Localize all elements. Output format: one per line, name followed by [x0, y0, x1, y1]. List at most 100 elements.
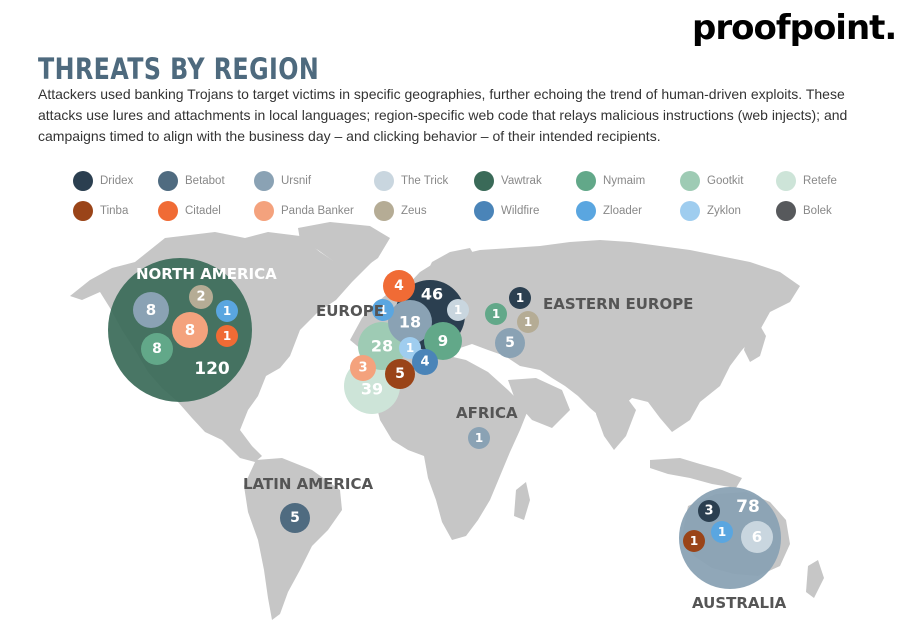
continent-indonesia — [650, 458, 742, 488]
bubble-label: 8 — [185, 321, 195, 339]
bubble-label: 5 — [290, 510, 300, 526]
legend-label: Zyklon — [707, 205, 741, 217]
legend-label: Retefe — [803, 175, 837, 187]
region-north-america: 120 8 2 1 8 1 8 NORTH AMERICA — [108, 258, 277, 402]
bubble-label: 1 — [516, 291, 524, 305]
legend-item-tinba: Tinba — [73, 201, 128, 221]
legend-label: Ursnif — [281, 175, 312, 187]
region-australia: 78 3 1 1 6 AUSTRALIA — [679, 487, 787, 612]
legend-item-dridex: Dridex — [73, 171, 133, 191]
bubble — [485, 303, 507, 325]
bubble-label: 1 — [475, 431, 483, 445]
region-label: AFRICA — [456, 404, 518, 422]
legend-item-retefe: Retefe — [776, 171, 837, 191]
legend-label: Vawtrak — [501, 175, 542, 187]
legend-label: Nymaim — [603, 175, 646, 187]
legend-item-bolek: Bolek — [776, 201, 832, 221]
legend-swatch — [776, 201, 796, 221]
continent-japan — [744, 322, 766, 362]
bubble-label: 1 — [223, 304, 231, 318]
bubble-label: 46 — [421, 285, 443, 304]
bubble — [711, 521, 733, 543]
region-eastern-europe: 1 1 1 5 EASTERN EUROPE — [485, 287, 693, 358]
legend-label: Wildfire — [501, 205, 540, 217]
region-label: LATIN AMERICA — [243, 475, 374, 493]
legend-item-nymaim: Nymaim — [576, 171, 645, 191]
bubble — [216, 325, 238, 347]
bubble — [424, 322, 462, 360]
legend-swatch — [680, 171, 700, 191]
legend-item-wildfire: Wildfire — [474, 201, 539, 221]
bubble — [133, 292, 169, 328]
legend-label: Zeus — [401, 205, 427, 217]
region-label: NORTH AMERICA — [136, 265, 277, 283]
bubble-label: 1 — [379, 303, 387, 317]
bubble — [372, 299, 394, 321]
bubble-label: 3 — [358, 361, 367, 376]
legend-swatch — [680, 201, 700, 221]
bubble — [189, 285, 213, 309]
bubble-label: 5 — [395, 366, 405, 382]
bubble — [517, 311, 539, 333]
bubble-label: 1 — [454, 303, 462, 317]
bubble-label: 5 — [505, 335, 515, 351]
legend-swatch — [254, 201, 274, 221]
legend-item-gootkit: Gootkit — [680, 171, 743, 191]
bubble-label: 18 — [399, 313, 421, 332]
legend-label: The Trick — [401, 175, 449, 187]
legend-label: Gootkit — [707, 175, 744, 187]
continent-south-america — [244, 458, 342, 620]
continent-madagascar — [514, 482, 530, 520]
proofpoint-logo: proofpoint. — [692, 8, 897, 48]
bubble — [412, 349, 438, 375]
bubble-label: 1 — [223, 329, 231, 343]
legend-item-vawtrak: Vawtrak — [474, 171, 542, 191]
legend-label: Zloader — [603, 205, 642, 217]
legend-label: Dridex — [100, 175, 134, 187]
bubble — [388, 300, 432, 344]
bubble — [683, 530, 705, 552]
legend-swatch — [73, 201, 93, 221]
bubble-label: 2 — [196, 290, 205, 305]
bubble-label: 1 — [524, 315, 532, 329]
bubble-label: 8 — [146, 301, 156, 319]
legend-swatch — [158, 201, 178, 221]
bubble — [509, 287, 531, 309]
legend-swatch — [374, 171, 394, 191]
bubble — [495, 328, 525, 358]
legend-swatch — [576, 201, 596, 221]
bubble-label: 120 — [194, 359, 230, 379]
bubble-label: 28 — [371, 337, 393, 356]
legend-swatch — [474, 201, 494, 221]
bubble — [383, 270, 415, 302]
page-description: Attackers used banking Trojans to target… — [38, 86, 848, 144]
continent-greenland — [298, 222, 390, 272]
legend-item-panda-banker: Panda Banker — [254, 201, 354, 221]
continent-eurasia — [350, 240, 800, 432]
legend-label: Betabot — [185, 175, 225, 187]
legend-swatch — [474, 171, 494, 191]
bubble — [447, 299, 469, 321]
bubble-label: 1 — [690, 534, 698, 548]
bubble-label: 6 — [752, 528, 762, 546]
legend-swatch — [254, 171, 274, 191]
bubble-label: 8 — [152, 341, 162, 357]
legend-label: Citadel — [185, 205, 221, 217]
region-label: AUSTRALIA — [692, 594, 787, 612]
legend-label: Tinba — [100, 205, 129, 217]
continent-india — [596, 392, 636, 450]
bubble — [468, 427, 490, 449]
legend-item-zyklon: Zyklon — [680, 201, 741, 221]
bubble-label: 39 — [361, 380, 383, 399]
bubble — [741, 521, 773, 553]
region-label: EASTERN EUROPE — [543, 295, 693, 313]
bubble — [141, 333, 173, 365]
legend-swatch — [776, 171, 796, 191]
legend-item-zloader: Zloader — [576, 201, 642, 221]
legend-label: Panda Banker — [281, 205, 354, 217]
legend-item-zeus: Zeus — [374, 201, 427, 221]
continent-new-zealand — [806, 560, 824, 598]
legend-swatch — [576, 171, 596, 191]
legend-swatch — [158, 171, 178, 191]
